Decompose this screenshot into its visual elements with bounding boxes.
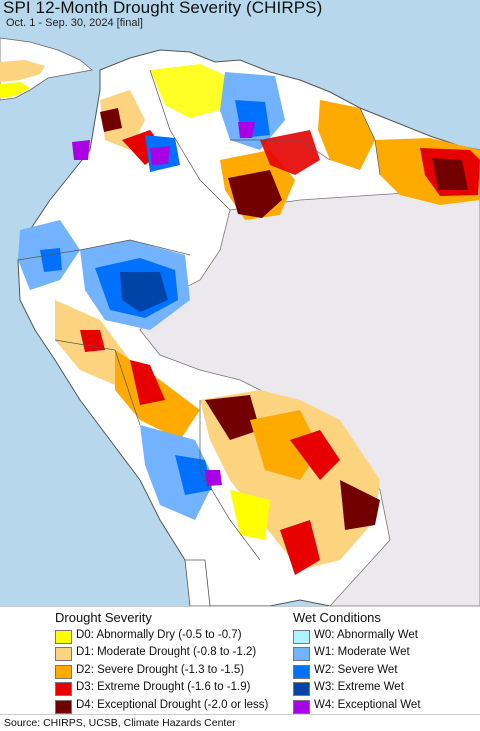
legend-item-w0: W0: Abnormally Wet: [293, 628, 478, 645]
legend: Drought Severity Wet Conditions D0: Abno…: [0, 606, 480, 715]
legend-label-w1: W1: Moderate Wet: [314, 646, 410, 659]
map-subtitle: Oct. 1 - Sep. 30, 2024 [final]: [6, 17, 143, 29]
central-america-drought: [0, 60, 45, 82]
region-w4-venezuela: [238, 122, 255, 138]
legend-label-w4: W4: Exceptional Wet: [314, 698, 421, 711]
region-d3-venezuela-east: [260, 130, 320, 175]
legend-item-w3: W3: Extreme Wet: [293, 680, 478, 697]
country-borders: [17, 69, 381, 561]
region-w4-colombia: [150, 146, 170, 165]
region-d0-north: [150, 64, 235, 118]
legend-item-d2: D2: Severe Drought (-1.3 to -1.5): [55, 663, 285, 680]
legend-item-w4: W4: Exceptional Wet: [293, 698, 478, 715]
region-d3-bolivia-central: [290, 430, 340, 480]
drought-heading: Drought Severity: [55, 610, 152, 625]
region-d3-bolivia-south: [280, 520, 320, 575]
legend-label-d0: D0: Abnormally Dry (-0.5 to -0.7): [76, 629, 242, 641]
legend-label-d3: D3: Extreme Drought (-1.6 to -1.9): [76, 681, 251, 694]
map-canvas: [0, 37, 480, 606]
region-d0-bolivia: [230, 490, 270, 540]
central-america-dry: [0, 82, 30, 98]
legend-label-d1: D1: Moderate Drought (-0.8 to -1.2): [76, 646, 257, 659]
region-d3-peru-central: [130, 360, 165, 405]
swatch-w2: [293, 664, 310, 679]
swatch-d3: [55, 682, 72, 697]
region-d3-peru-north: [80, 330, 105, 352]
region-d2-bolivia: [250, 410, 320, 480]
drought-legend-list: D0: Abnormally Dry (-0.5 to -0.7) D1: Mo…: [55, 628, 285, 715]
region-d4-colombia: [100, 108, 122, 132]
region-d4-venezuela-south: [228, 170, 282, 218]
legend-label-d4: D4: Exceptional Drought (-2.0 or less): [76, 698, 269, 711]
region-w3-amazon-west: [120, 272, 168, 312]
swatch-w1: [293, 647, 310, 662]
legend-label-w0: W0: Abnormally Wet: [314, 629, 418, 641]
chile-coast: [184, 559, 211, 606]
region-d4-bolivia-east: [340, 480, 380, 530]
drought-map: SPI 12-Month Drought Severity (CHIRPS) O…: [0, 0, 480, 606]
region-w4-peru-south: [205, 470, 222, 486]
legend-item-d3: D3: Extreme Drought (-1.6 to -1.9): [55, 680, 285, 697]
region-w2-peru-south: [175, 455, 212, 495]
legend-label-w3: W3: Extreme Wet: [314, 681, 404, 694]
swatch-d1: [55, 647, 72, 662]
legend-item-d0: D0: Abnormally Dry (-0.5 to -0.7): [55, 628, 285, 645]
legend-label-w2: W2: Severe Wet: [314, 663, 398, 676]
wet-legend-list: W0: Abnormally Wet W1: Moderate Wet W2: …: [293, 628, 478, 715]
legend-item-w2: W2: Severe Wet: [293, 663, 478, 680]
swatch-w4: [293, 699, 310, 714]
legend-item-d1: D1: Moderate Drought (-0.8 to -1.2): [55, 645, 285, 662]
region-d4-amapa: [432, 158, 468, 190]
legend-label-d2: D2: Severe Drought (-1.3 to -1.5): [76, 663, 245, 676]
region-d1-colombia-west: [100, 90, 145, 150]
source-text: Source: CHIRPS, UCSB, Climate Hazards Ce…: [4, 717, 236, 729]
wet-heading: Wet Conditions: [293, 610, 381, 625]
swatch-d4: [55, 699, 72, 714]
region-d2-guyana: [318, 100, 375, 170]
region-d4-bolivia-north: [205, 395, 260, 440]
swatch-d2: [55, 664, 72, 679]
legend-item-w1: W1: Moderate Wet: [293, 645, 478, 662]
legend-item-d4: D4: Exceptional Drought (-2.0 or less): [55, 698, 285, 715]
swatch-d0: [55, 630, 72, 644]
swatch-w0: [293, 630, 310, 644]
map-title: SPI 12-Month Drought Severity (CHIRPS): [3, 0, 323, 17]
swatch-w3: [293, 682, 310, 697]
region-w4-west: [72, 140, 90, 160]
source-credit: Source: CHIRPS, UCSB, Climate Hazards Ce…: [0, 714, 480, 731]
region-w1-peru-south: [140, 425, 215, 520]
